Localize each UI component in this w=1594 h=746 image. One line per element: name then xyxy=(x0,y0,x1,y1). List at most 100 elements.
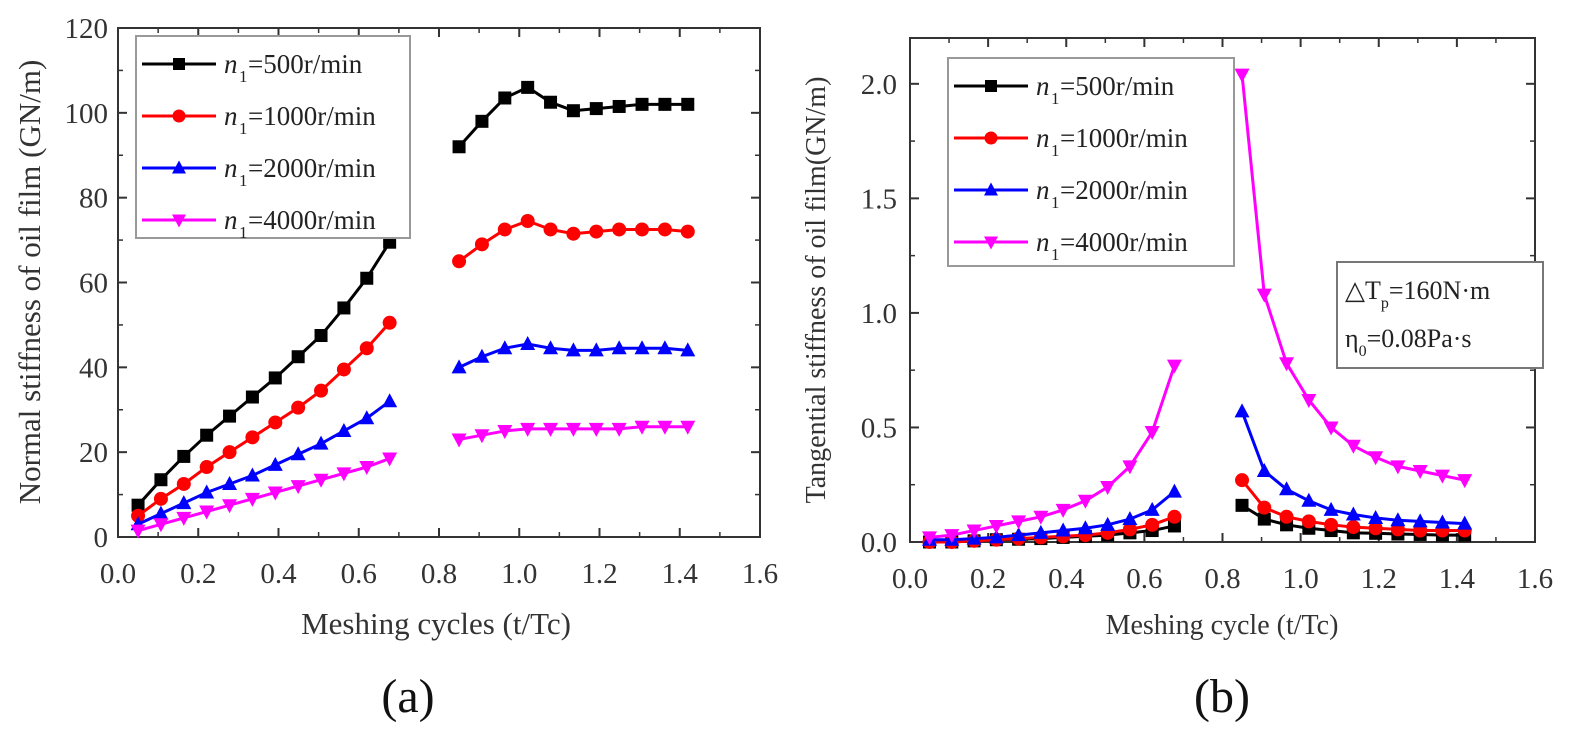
data-point xyxy=(966,524,982,539)
data-point xyxy=(245,430,260,445)
legend-marker xyxy=(984,236,998,250)
data-point xyxy=(1256,288,1272,303)
data-point xyxy=(543,340,559,355)
data-point xyxy=(1122,511,1138,526)
panel-label: (b) xyxy=(1194,670,1250,723)
data-point xyxy=(1145,517,1160,532)
data-point xyxy=(520,213,535,228)
legend-item: n 1 =1000r/min xyxy=(142,101,376,138)
series-n1-4000r-min xyxy=(130,420,696,539)
data-point xyxy=(1257,512,1271,526)
y-tick-label: 40 xyxy=(79,352,108,384)
data-point xyxy=(177,449,191,463)
data-point xyxy=(244,492,260,507)
chart-panel-a: 0.0 0.2 0.4 0.6 0.8 1.0 1.2 1.4 1.6 0 20 40 60 80 100 1… xyxy=(12,13,778,723)
data-point xyxy=(290,446,306,461)
legend-label: =1000r/min xyxy=(248,101,376,131)
data-point xyxy=(1033,510,1049,525)
data-point xyxy=(1346,520,1361,535)
data-point xyxy=(681,97,695,111)
data-point xyxy=(1412,513,1428,528)
data-point xyxy=(222,445,237,460)
data-point xyxy=(1077,520,1093,535)
data-point xyxy=(452,254,467,269)
data-point xyxy=(451,433,467,448)
data-point xyxy=(612,99,626,113)
x-tick-label: 0.2 xyxy=(970,563,1006,595)
data-point xyxy=(244,467,260,482)
legend-box xyxy=(947,57,1235,267)
data-point xyxy=(1301,514,1316,529)
data-point xyxy=(635,222,650,237)
data-point xyxy=(1167,509,1182,524)
data-point xyxy=(1434,514,1450,529)
data-point xyxy=(199,484,215,499)
y-tick-label: 0 xyxy=(94,522,109,554)
legend-item: n 1 =2000r/min xyxy=(954,175,1188,212)
data-point xyxy=(988,519,1004,534)
x-tick-label: 1.6 xyxy=(1517,563,1553,595)
x-tick-label: 1.4 xyxy=(662,558,699,590)
y-tick-label: 120 xyxy=(65,13,109,45)
data-point xyxy=(474,237,489,252)
y-axis-title: Normal stiffness of oil film (GN/m) xyxy=(12,60,47,505)
legend-label-sub: 1 xyxy=(239,119,248,138)
data-point xyxy=(1323,421,1339,436)
legend-item: n 1 =500r/min xyxy=(142,49,363,86)
data-point xyxy=(222,499,238,514)
x-axis-title: Meshing cycles (t/Tc) xyxy=(301,606,571,641)
data-point xyxy=(1412,464,1428,479)
data-point xyxy=(314,383,329,398)
data-point xyxy=(1390,512,1406,527)
data-point xyxy=(544,95,558,109)
data-point xyxy=(658,97,672,111)
data-point xyxy=(497,222,512,237)
legend-label-sub: 1 xyxy=(1051,193,1060,212)
legend-label-var: n xyxy=(224,205,238,235)
data-point xyxy=(635,97,649,111)
data-point xyxy=(566,104,580,118)
data-point xyxy=(131,498,145,512)
data-point xyxy=(611,422,627,437)
series-n1-4000r-min xyxy=(922,68,1473,546)
y-tick-label: 0.5 xyxy=(861,412,897,444)
legend-marker xyxy=(985,80,997,92)
data-point xyxy=(268,371,282,385)
data-point xyxy=(130,524,146,539)
data-point xyxy=(336,422,352,437)
data-point xyxy=(520,422,536,437)
x-tick-label: 0.0 xyxy=(100,558,136,590)
legend-label-sub: 1 xyxy=(239,171,248,190)
data-point xyxy=(291,400,306,415)
data-point xyxy=(497,424,513,439)
data-point xyxy=(314,329,328,343)
data-point xyxy=(1279,481,1295,496)
data-point xyxy=(1301,492,1317,507)
data-point xyxy=(1234,403,1250,418)
data-point xyxy=(451,359,467,374)
x-tick-label: 0.0 xyxy=(892,563,928,595)
legend-label-var: n xyxy=(224,101,238,131)
data-point xyxy=(1100,516,1116,531)
series-line xyxy=(137,321,391,517)
data-point xyxy=(1011,515,1027,530)
data-point xyxy=(1324,517,1339,532)
data-point xyxy=(565,422,581,437)
x-tick-label: 1.0 xyxy=(1283,563,1319,595)
data-point xyxy=(1257,500,1272,515)
legend-marker xyxy=(984,131,998,145)
data-point xyxy=(360,271,374,285)
data-point xyxy=(634,340,650,355)
data-point xyxy=(382,393,398,408)
data-point xyxy=(222,475,238,490)
data-point xyxy=(1457,474,1473,489)
y-tick-label: 1.0 xyxy=(861,298,897,330)
data-point xyxy=(565,342,581,357)
legend-item: n 1 =4000r/min xyxy=(142,205,376,242)
data-point xyxy=(313,473,329,488)
data-point xyxy=(1301,393,1317,408)
legend-marker xyxy=(172,214,186,228)
x-tick-label: 0.6 xyxy=(341,558,377,590)
